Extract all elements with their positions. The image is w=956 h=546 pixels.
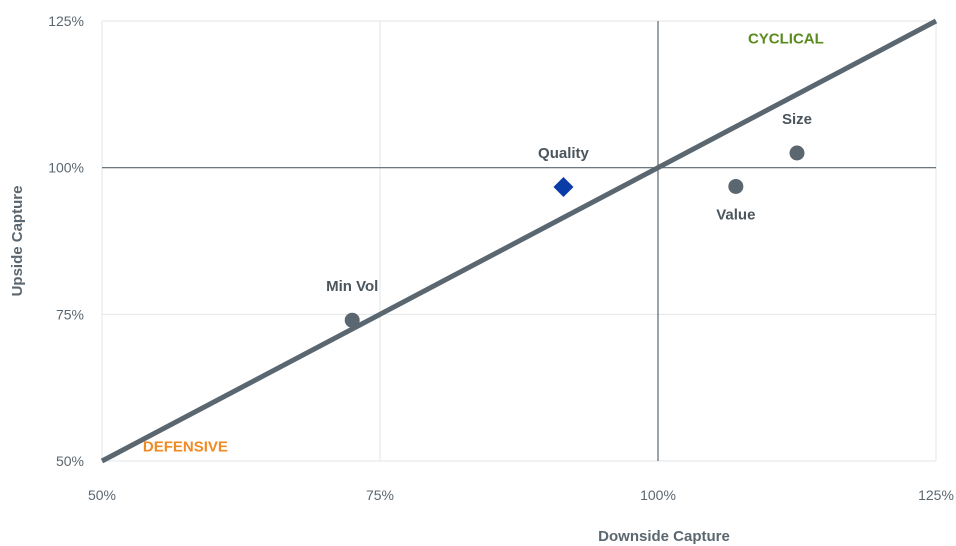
point-size <box>789 145 805 161</box>
y-tick-label: 50% <box>56 453 84 469</box>
x-axis-title: Downside Capture <box>598 528 730 545</box>
point-quality <box>553 177 574 198</box>
parity-line <box>100 18 938 464</box>
x-tick-label: 100% <box>640 487 676 503</box>
zone-label-defensive: DEFENSIVE <box>143 438 228 455</box>
y-tick-label: 100% <box>48 160 84 176</box>
x-tick-label: 75% <box>366 487 394 503</box>
point-value <box>728 178 744 194</box>
x-tick-label: 125% <box>918 487 954 503</box>
y-tick-label: 125% <box>48 13 84 29</box>
point-label-min-vol: Min Vol <box>326 278 378 295</box>
point-label-size: Size <box>782 111 812 128</box>
data-points: Min Vol Quality Value Size <box>326 111 812 328</box>
annotations: CYCLICAL DEFENSIVE <box>143 31 824 456</box>
y-tick-label: 75% <box>56 306 84 322</box>
x-tick-label: 50% <box>88 487 116 503</box>
point-min-vol <box>344 312 360 328</box>
reference-lines <box>102 21 936 461</box>
point-label-value: Value <box>716 206 755 223</box>
y-axis-title: Upside Capture <box>9 186 26 297</box>
zone-label-cyclical: CYCLICAL <box>748 31 824 48</box>
point-label-quality: Quality <box>538 145 590 162</box>
tick-labels: 50% 75% 100% 125% 50% 75% 100% 125% <box>48 13 954 503</box>
parity-line-group <box>100 18 938 464</box>
